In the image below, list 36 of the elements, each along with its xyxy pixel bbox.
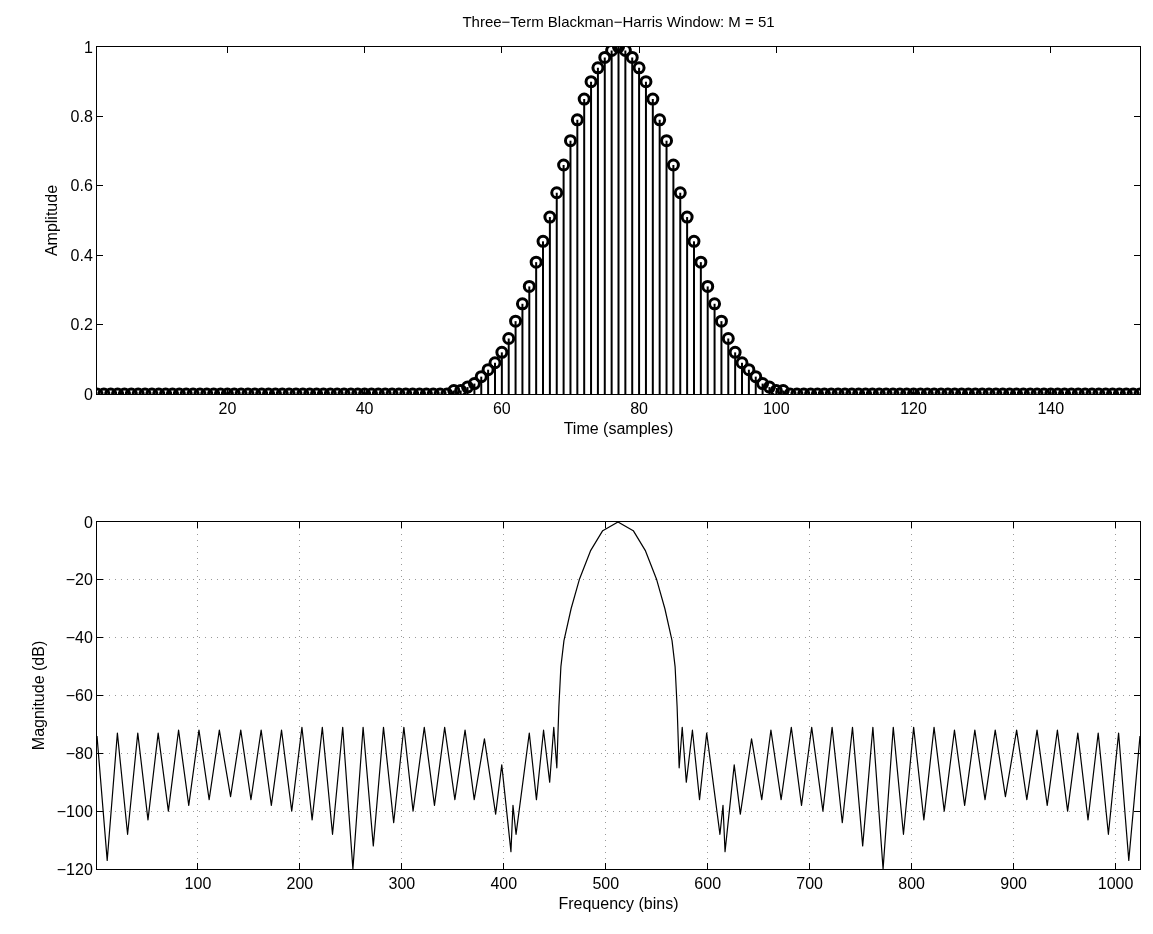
y-tick-label: −40 [65, 629, 93, 647]
x-tick-label: 80 [630, 400, 649, 418]
x-tick-label: 300 [388, 875, 416, 893]
y-axis-title: Amplitude [43, 184, 61, 257]
x-tick-label: 600 [694, 875, 722, 893]
x-tick-label: 900 [1000, 875, 1028, 893]
y-tick-label: −60 [65, 687, 93, 705]
x-axis-title: Time (samples) [563, 419, 674, 437]
y-tick-label: 0.2 [70, 316, 93, 334]
x-axis-title: Frequency (bins) [558, 894, 679, 912]
x-tick-label: 100 [762, 400, 790, 418]
x-tick-label: 1000 [1097, 875, 1134, 893]
y-tick-label: 0.6 [70, 177, 93, 195]
x-tick-label: 700 [796, 875, 824, 893]
y-tick-label: 0.8 [70, 108, 93, 125]
x-tick-label: 200 [286, 875, 314, 893]
x-tick-label: 60 [492, 400, 511, 418]
y-tick-label: −100 [56, 802, 93, 820]
x-tick-label: 120 [900, 400, 928, 418]
x-tick-label: 400 [490, 875, 518, 893]
y-tick-label: 0 [83, 385, 93, 403]
y-tick-label: −80 [65, 744, 93, 762]
x-tick-label: 100 [184, 875, 212, 893]
x-tick-label: 500 [592, 875, 620, 893]
x-tick-label: 20 [218, 400, 237, 418]
y-tick-label: −20 [65, 571, 93, 589]
y-tick-label: 0 [83, 513, 93, 531]
y-tick-label: −120 [56, 860, 93, 878]
x-tick-label: 40 [355, 400, 374, 418]
y-tick-label: 0.4 [70, 246, 93, 264]
chart-title: Three−Term Blackman−Harris Window: M = 51 [462, 13, 775, 31]
x-tick-label: 800 [898, 875, 926, 893]
line-series [97, 522, 1140, 869]
x-tick-label: 140 [1037, 400, 1065, 418]
y-axis-title: Magnitude (dB) [29, 640, 47, 751]
y-tick-label: 1 [83, 38, 93, 56]
